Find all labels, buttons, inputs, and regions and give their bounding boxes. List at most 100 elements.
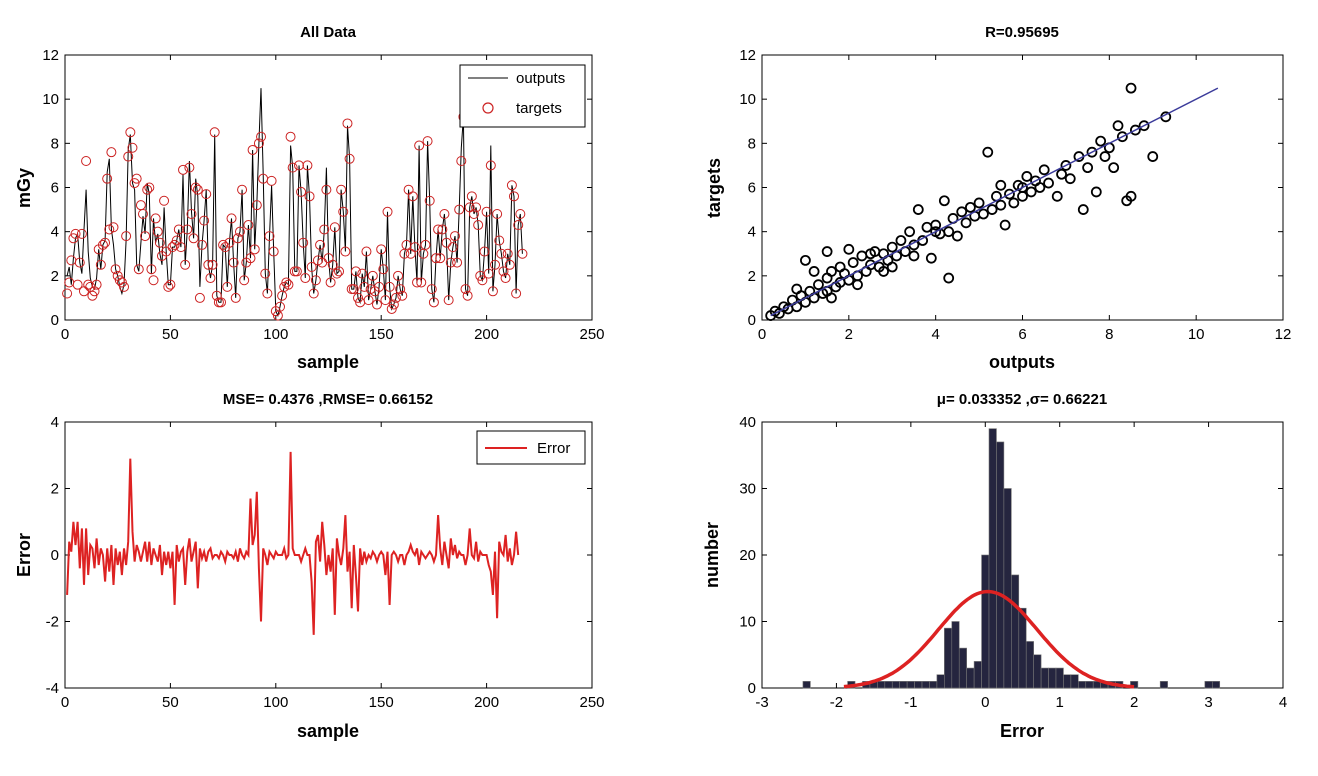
all-data-panel: All Data mGy sample 0 50 100 150 200 250 0 2 4 6 8…	[14, 24, 605, 372]
regression-plot-area	[765, 82, 1219, 321]
histogram-bar	[884, 681, 893, 689]
target-point	[268, 246, 279, 257]
error-ticks: 0 50 100 150 200 250 -4 -2 0 2 4	[46, 414, 605, 711]
histogram-bar	[1070, 674, 1079, 689]
regression-point	[847, 257, 859, 268]
regression-point	[1138, 120, 1150, 132]
target-point	[152, 226, 163, 237]
target-point	[517, 248, 528, 259]
regression-point	[865, 248, 876, 260]
x-tick-label: 200	[474, 694, 499, 711]
histogram-bar	[1040, 667, 1049, 689]
target-point	[502, 248, 513, 259]
all-data-legend: outputs targets	[459, 64, 586, 128]
target-point	[125, 127, 136, 138]
regression-ticks: 0 2 4 6 8 10 12 0 2 4 6 8 10 12	[739, 47, 1291, 343]
target-point	[492, 209, 503, 219]
target-point	[416, 277, 427, 288]
target-point	[496, 248, 507, 259]
outputs-series-line	[66, 88, 523, 318]
error-legend-label: Error	[537, 440, 570, 457]
target-point	[251, 200, 262, 211]
target-point	[498, 266, 509, 277]
target-point	[146, 264, 157, 275]
y-tick-label: 4	[748, 224, 756, 241]
target-point	[321, 184, 332, 195]
target-point	[102, 173, 113, 184]
target-point	[454, 204, 465, 215]
target-point	[412, 277, 423, 288]
target-point	[357, 268, 368, 279]
y-tick-label: 10	[42, 91, 59, 108]
target-point	[435, 253, 446, 264]
target-point	[199, 215, 210, 226]
x-tick-label: 0	[758, 326, 766, 343]
regression-point	[982, 146, 994, 158]
target-point	[230, 292, 241, 303]
regression-point	[800, 254, 811, 266]
target-point	[422, 136, 433, 147]
regression-point	[1082, 162, 1094, 174]
target-point	[266, 175, 277, 186]
target-point	[123, 151, 134, 162]
target-point	[456, 156, 467, 166]
target-point	[407, 191, 418, 202]
histogram-bar	[877, 681, 886, 689]
histogram-bar	[802, 681, 811, 689]
regression-point	[1108, 162, 1120, 174]
x-tick-label: 250	[579, 694, 604, 711]
target-point	[327, 259, 338, 270]
regression-point	[1008, 197, 1020, 209]
target-point	[378, 264, 389, 275]
histogram-bar	[958, 647, 967, 689]
y-tick-label: 6	[51, 180, 59, 197]
target-point	[485, 160, 496, 171]
target-point	[186, 209, 197, 219]
histogram-bar	[1204, 681, 1213, 689]
regression-point	[1125, 82, 1137, 94]
regression-point	[1129, 124, 1141, 136]
y-tick-label: 0	[51, 312, 59, 329]
x-tick-label: 100	[263, 694, 288, 711]
target-point	[163, 281, 174, 292]
target-point	[247, 144, 258, 155]
target-point	[304, 191, 315, 202]
regression-point	[995, 179, 1007, 191]
regression-title: R=0.95695	[985, 24, 1059, 41]
target-point	[386, 303, 397, 314]
target-point	[363, 295, 374, 306]
target-point	[380, 295, 391, 306]
target-point	[447, 242, 458, 253]
regression-point	[973, 197, 985, 209]
target-point	[353, 292, 364, 303]
target-point	[504, 259, 515, 270]
histogram-bar	[1085, 681, 1094, 689]
target-point	[100, 237, 111, 248]
y-tick-label: 2	[748, 268, 756, 285]
y-tick-label: 2	[51, 481, 59, 498]
regression-point	[943, 272, 955, 284]
histogram-bar	[906, 681, 915, 689]
target-point	[116, 277, 127, 288]
target-point	[342, 118, 353, 129]
histogram-bar	[981, 554, 990, 689]
target-point	[296, 186, 307, 197]
all-data-ticks: 0 50 100 150 200 250 0 2 4 6 8 10 12	[42, 47, 604, 343]
regression-point	[1056, 168, 1067, 180]
target-point	[338, 206, 349, 217]
target-point	[178, 164, 189, 175]
target-point	[95, 259, 106, 270]
regression-point	[1095, 135, 1107, 147]
target-point	[348, 284, 359, 295]
histogram-bar	[1078, 681, 1087, 689]
target-point	[433, 224, 444, 235]
regression-point	[965, 201, 976, 213]
y-tick-label: 8	[748, 135, 756, 152]
regression-point	[956, 206, 968, 218]
target-point	[437, 224, 448, 235]
histogram-bar	[1159, 681, 1168, 689]
x-tick-label: 100	[263, 326, 288, 343]
target-point	[428, 297, 439, 308]
histogram-bar	[951, 621, 960, 689]
